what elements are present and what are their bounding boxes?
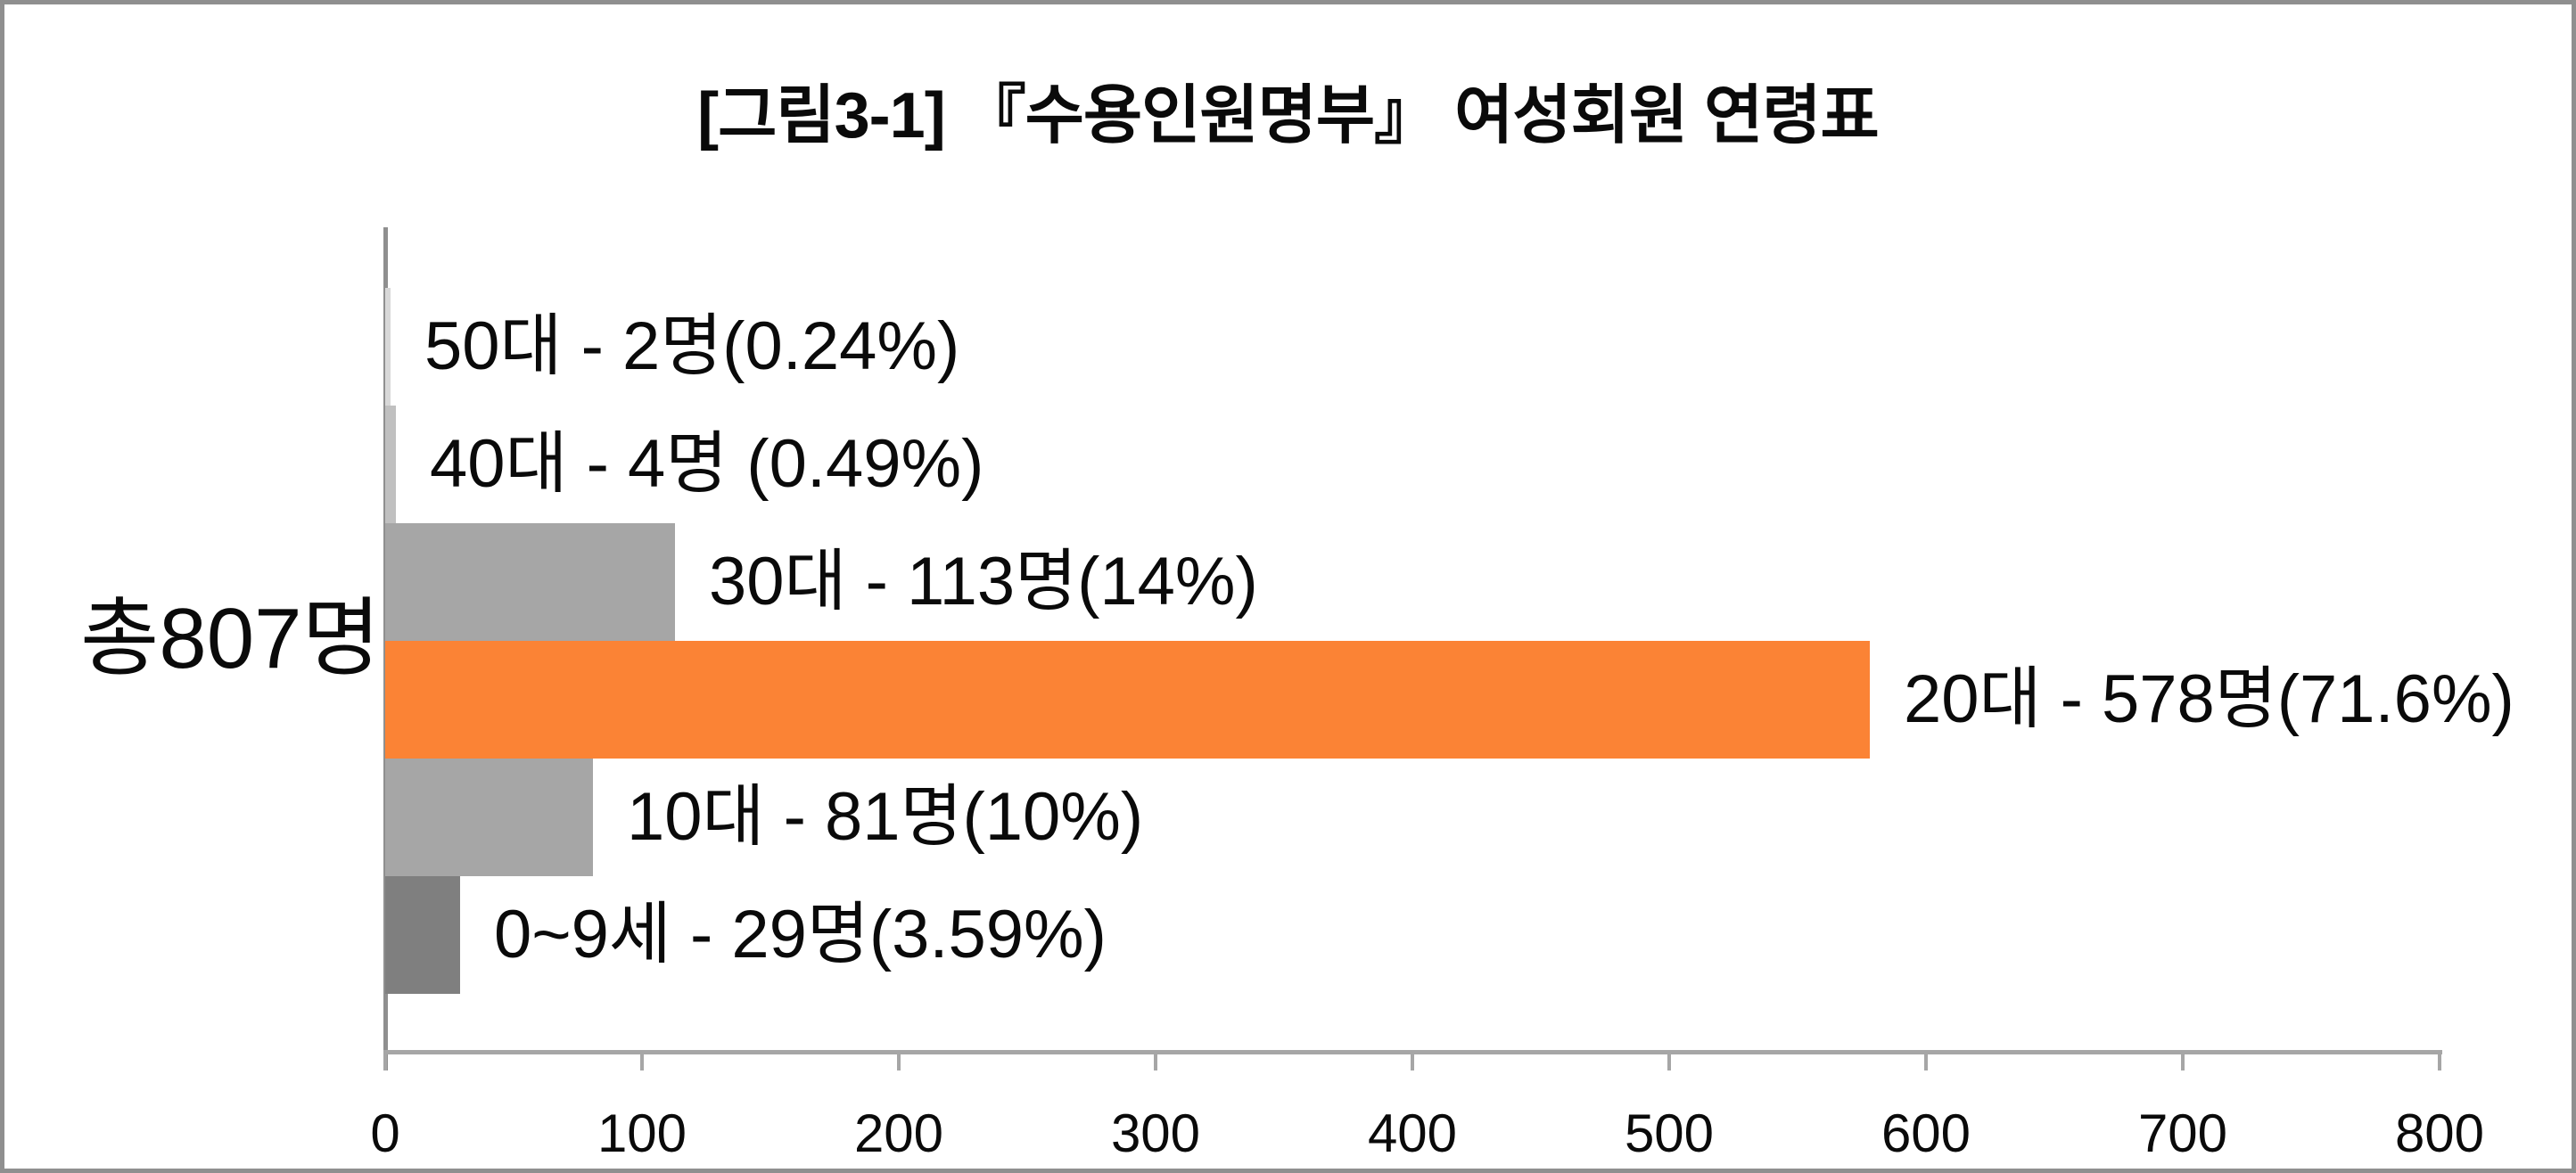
- x-axis-tick-mark: [1924, 1054, 1928, 1070]
- bar: [385, 641, 1870, 759]
- x-axis-tick-label: 400: [1367, 1103, 1458, 1163]
- bar-row: 10대 - 81명(10%): [385, 759, 2572, 876]
- bar-label: 30대 - 113명(14%): [709, 544, 1258, 619]
- bar: [385, 759, 593, 876]
- x-axis-tick-label: 600: [1881, 1103, 1971, 1163]
- bar-label: 20대 - 578명(71.6%): [1904, 661, 2514, 737]
- x-axis-tick-label: 500: [1624, 1103, 1715, 1163]
- bar-label: 0~9세 - 29명(3.59%): [494, 897, 1107, 972]
- x-axis-tick-mark: [897, 1054, 901, 1070]
- bar-row: 40대 - 4명 (0.49%): [385, 406, 2572, 523]
- x-axis-tick-mark: [2438, 1054, 2441, 1070]
- x-axis-tick-label: 0: [370, 1103, 400, 1163]
- x-axis-tick-label: 200: [853, 1103, 944, 1163]
- bar-row: 0~9세 - 29명(3.59%): [385, 876, 2572, 994]
- bar-label: 50대 - 2명(0.24%): [424, 308, 960, 384]
- bar-label: 10대 - 81명(10%): [627, 779, 1144, 855]
- x-axis-tick-label: 300: [1110, 1103, 1201, 1163]
- x-axis-tick-mark: [383, 1054, 387, 1070]
- x-axis-tick-label: 100: [597, 1103, 687, 1163]
- x-axis-tick-mark: [1411, 1054, 1414, 1070]
- chart-title: [그림3-1] 『수용인원명부』 여성회원 연령표: [697, 80, 1880, 152]
- x-axis-tick-label: 800: [2394, 1103, 2485, 1163]
- bar-row: 30대 - 113명(14%): [385, 523, 2572, 641]
- bar: [385, 523, 675, 641]
- bar: [385, 406, 396, 523]
- bar-label: 40대 - 4명 (0.49%): [430, 426, 984, 502]
- x-axis-tick-mark: [640, 1054, 644, 1070]
- bar: [385, 876, 460, 994]
- bar-row: 20대 - 578명(71.6%): [385, 641, 2572, 759]
- x-axis-tick-mark: [1667, 1054, 1671, 1070]
- total-count-label: 총807명: [80, 591, 381, 686]
- x-axis-line: [383, 1050, 2442, 1054]
- x-axis-tick-label: 700: [2137, 1103, 2228, 1163]
- x-axis-tick-mark: [2181, 1054, 2185, 1070]
- bar: [385, 288, 391, 406]
- bar-row: 50대 - 2명(0.24%): [385, 288, 2572, 406]
- x-axis-tick-mark: [1154, 1054, 1157, 1070]
